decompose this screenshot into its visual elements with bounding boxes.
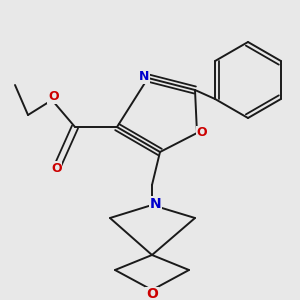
- Text: N: N: [150, 196, 161, 211]
- Text: O: O: [196, 127, 207, 140]
- Text: N: N: [139, 70, 150, 83]
- Text: O: O: [146, 287, 158, 300]
- Text: O: O: [48, 90, 58, 103]
- Text: O: O: [51, 161, 62, 175]
